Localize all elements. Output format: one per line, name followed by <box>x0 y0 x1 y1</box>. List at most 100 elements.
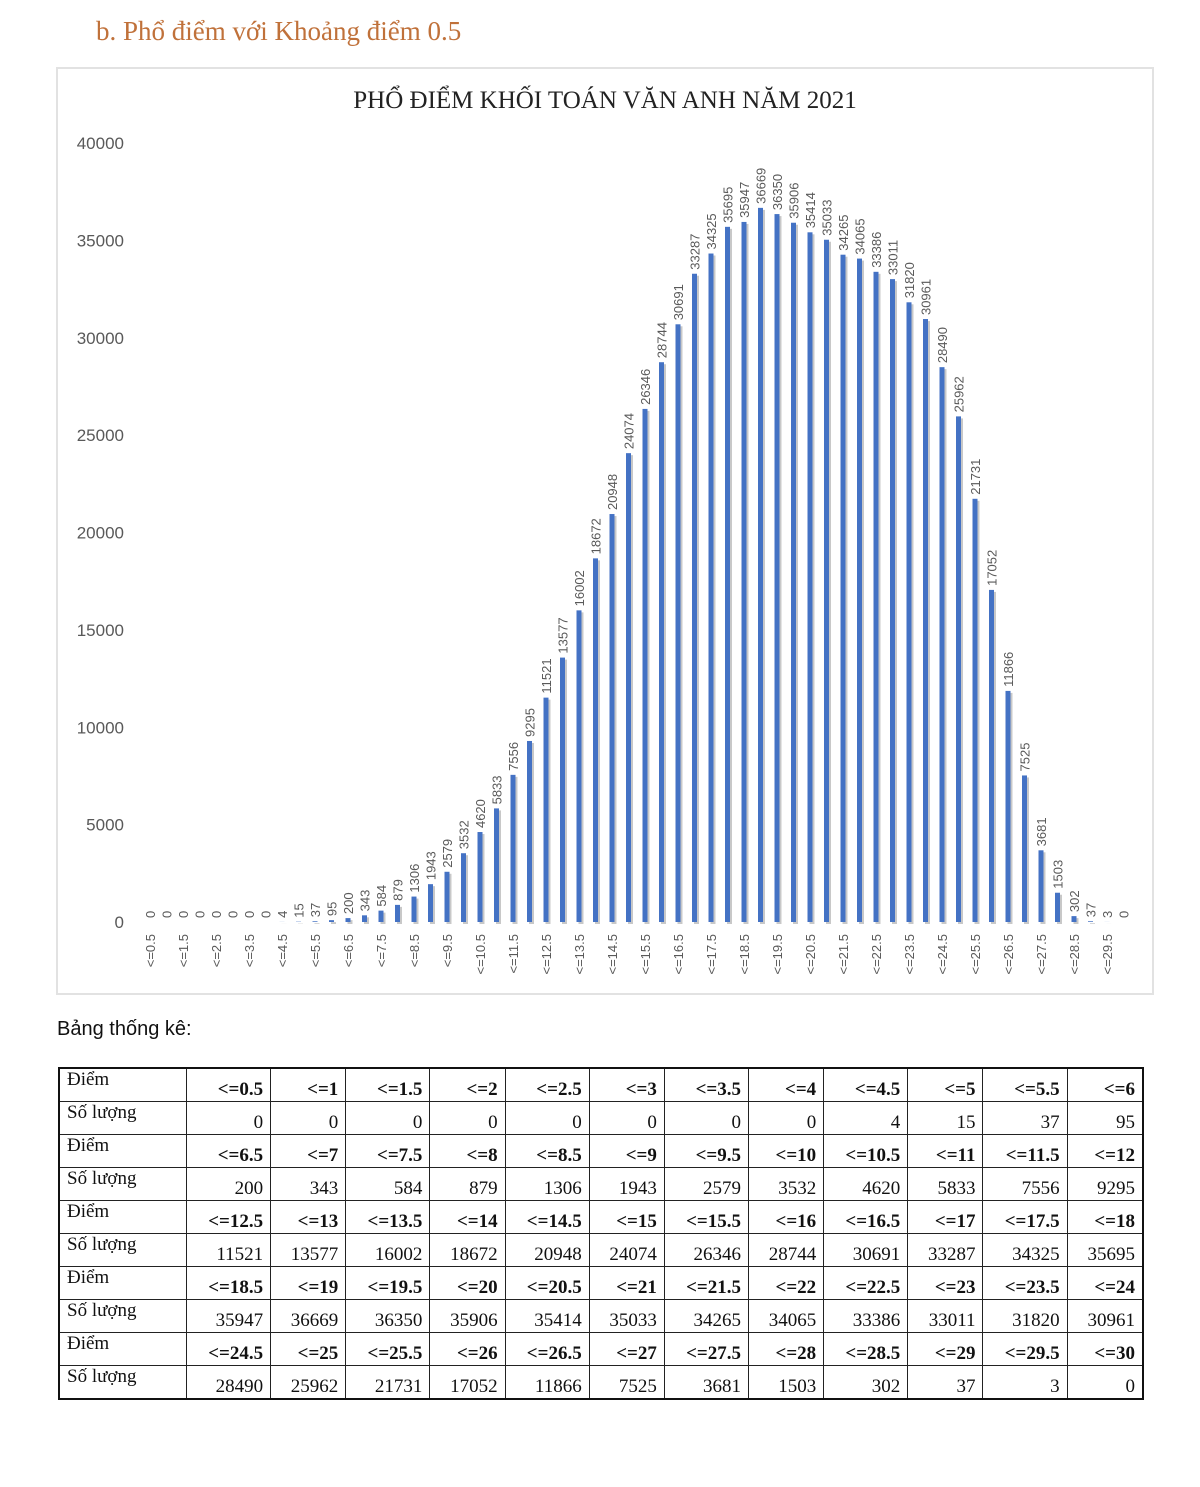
score-cell: <=3.5 <box>663 1067 750 1102</box>
data-label: 0 <box>259 911 274 918</box>
score-row: Điểm <=0.5 <=1 <=1.5 <=2 <=2.5 <=3 <=3.5 <=4 <=4.… <box>58 1067 1144 1102</box>
data-label: 95 <box>325 902 340 916</box>
bar <box>939 367 945 923</box>
bar <box>923 319 928 922</box>
data-label: 37 <box>308 903 323 917</box>
count-cell: 37 <box>907 1365 984 1400</box>
count-cell: 18672 <box>429 1233 506 1267</box>
score-cell: <=5 <box>907 1067 984 1102</box>
y-tick-label: 0 <box>115 913 124 932</box>
score-cell: <=6 <box>1066 1067 1144 1102</box>
count-cell: 0 <box>270 1101 347 1135</box>
bar-shadow <box>331 922 336 924</box>
count-row: Số lượng 11521 13577 16002 18672 20948 24074 26… <box>58 1233 1144 1267</box>
count-row: Số lượng 28490 25962 21731 17052 11866 7525 368… <box>58 1365 1144 1400</box>
bar <box>857 258 862 922</box>
count-row: Số lượng 0 0 0 0 0 0 0 0 4 15 37 95 <box>58 1101 1144 1135</box>
data-label: 33287 <box>688 234 703 270</box>
count-cell: 36669 <box>270 1299 347 1333</box>
score-cell: <=25 <box>270 1332 347 1366</box>
count-cell: 1943 <box>588 1167 665 1201</box>
bar <box>411 896 417 922</box>
data-label: 4620 <box>473 799 488 828</box>
data-label: 18672 <box>589 518 604 554</box>
score-cell: <=20.5 <box>504 1266 590 1300</box>
score-row: Điểm <=18.5 <=19 <=19.5 <=20 <=20.5 <=21 <=21.5… <box>58 1266 1144 1300</box>
count-cell: 31820 <box>982 1299 1068 1333</box>
row-header: Điểm <box>58 1134 187 1168</box>
data-label: 35947 <box>737 182 752 218</box>
data-label: 16002 <box>572 570 587 606</box>
count-cell: 16002 <box>345 1233 431 1267</box>
x-tick-label: <=12.5 <box>539 934 554 975</box>
data-label: 11521 <box>539 658 554 693</box>
score-cell: <=8 <box>429 1134 506 1168</box>
score-row: Điểm <=24.5 <=25 <=25.5 <=26 <=26.5 <=27 <=27.5… <box>58 1332 1144 1366</box>
x-tick-label: <=18.5 <box>737 934 752 975</box>
score-cell: <=0.5 <box>185 1067 272 1102</box>
x-tick-label: <=21.5 <box>836 934 851 975</box>
data-label: 11866 <box>1001 652 1016 687</box>
x-tick-label: <=2.5 <box>209 934 224 967</box>
row-header: Số lượng <box>58 1167 187 1201</box>
bar <box>312 921 318 922</box>
data-label: 4 <box>275 911 290 918</box>
count-cell: 35033 <box>588 1299 665 1333</box>
bar <box>1071 916 1077 922</box>
x-tick-label: <=14.5 <box>605 934 620 975</box>
x-tick-label: <=19.5 <box>770 934 785 975</box>
count-cell: 17052 <box>429 1365 506 1400</box>
count-cell: 35906 <box>429 1299 506 1333</box>
x-tick-label: <=3.5 <box>242 934 257 967</box>
bar <box>1038 850 1044 922</box>
score-cell: <=15 <box>588 1200 665 1234</box>
count-cell: 35947 <box>185 1299 272 1333</box>
score-cell: <=13.5 <box>345 1200 431 1234</box>
score-cell: <=27.5 <box>663 1332 750 1366</box>
data-label: 1503 <box>1051 860 1066 889</box>
data-label: 0 <box>193 911 208 918</box>
data-label: 1943 <box>424 851 439 880</box>
count-cell: 13577 <box>270 1233 347 1267</box>
score-cell: <=22 <box>747 1266 825 1300</box>
count-row: Số lượng 35947 36669 36350 35906 35414 35033 34… <box>58 1299 1144 1333</box>
score-cell: <=3 <box>588 1067 665 1102</box>
data-label: 0 <box>242 911 257 918</box>
data-label: 33011 <box>886 240 901 275</box>
bar <box>972 498 978 922</box>
row-header: Số lượng <box>58 1299 187 1333</box>
score-cell: <=27 <box>588 1332 665 1366</box>
bar <box>659 362 664 923</box>
bar <box>807 232 813 922</box>
count-cell: 4 <box>823 1101 909 1135</box>
count-cell: 0 <box>429 1101 506 1135</box>
data-label: 30961 <box>919 279 934 315</box>
bar <box>329 920 334 922</box>
y-tick-label: 10000 <box>77 718 124 737</box>
count-cell: 11521 <box>185 1233 272 1267</box>
count-cell: 3 <box>982 1365 1068 1400</box>
count-cell: 343 <box>270 1167 347 1201</box>
score-cell: <=25.5 <box>345 1332 431 1366</box>
bar <box>609 514 615 922</box>
data-label: 302 <box>1067 890 1082 912</box>
bar <box>626 453 631 922</box>
score-cell: <=16.5 <box>823 1200 909 1234</box>
score-cell: <=26 <box>429 1332 506 1366</box>
count-cell: 26346 <box>663 1233 750 1267</box>
row-header: Số lượng <box>58 1101 187 1135</box>
score-cell: <=23.5 <box>982 1266 1068 1300</box>
count-cell: 3681 <box>663 1365 750 1400</box>
score-cell: <=17 <box>907 1200 984 1234</box>
x-tick-label: <=28.5 <box>1067 934 1082 975</box>
data-label: 25962 <box>952 376 967 412</box>
score-cell: <=13 <box>270 1200 347 1234</box>
score-cell: <=12 <box>1066 1134 1144 1168</box>
bar-shadow <box>314 923 320 924</box>
count-cell: 5833 <box>907 1167 984 1201</box>
count-cell: 3532 <box>747 1167 825 1201</box>
bar <box>428 884 433 922</box>
data-label: 0 <box>143 911 158 918</box>
y-tick-label: 15000 <box>77 621 124 640</box>
bar <box>873 271 879 923</box>
